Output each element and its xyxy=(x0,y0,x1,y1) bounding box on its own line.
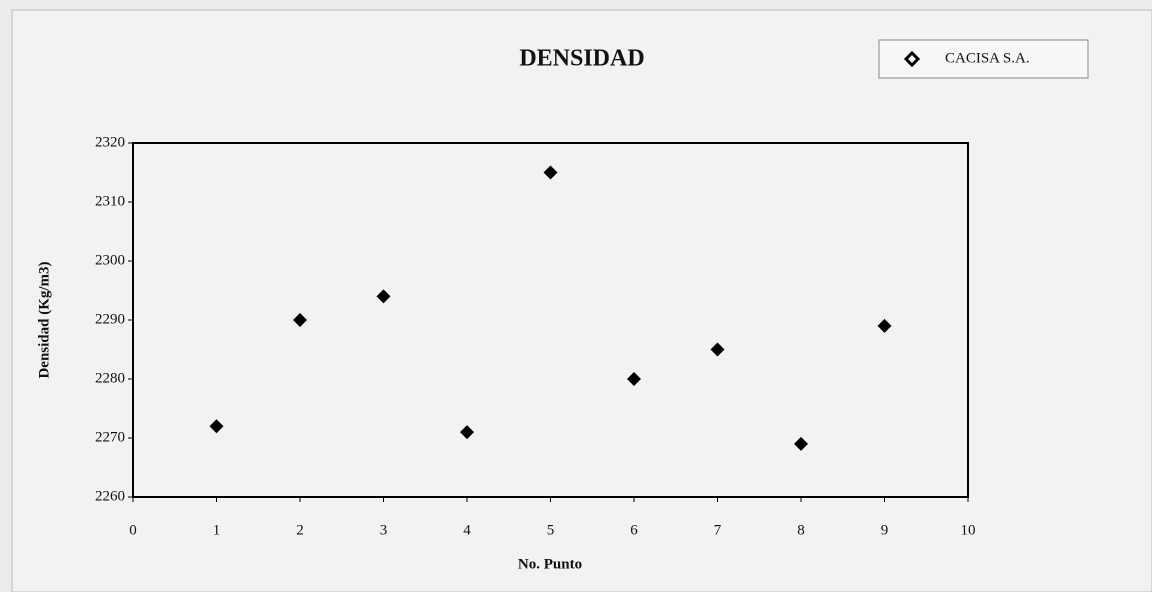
y-tick-label: 2320 xyxy=(95,134,125,150)
x-tick-label: 5 xyxy=(547,522,555,538)
point xyxy=(877,318,892,333)
x-tick-label: 4 xyxy=(463,522,471,538)
y-axis-title: Densidad (Kg/m3) xyxy=(36,261,52,378)
x-tick-label: 10 xyxy=(961,522,976,538)
x-tick-label: 0 xyxy=(129,522,137,538)
x-tick-label: 9 xyxy=(881,522,889,538)
x-tick-label: 7 xyxy=(714,522,722,538)
point xyxy=(460,425,474,440)
legend-label: CACISA S.A. xyxy=(945,50,1030,66)
x-tick-label: 8 xyxy=(797,522,805,538)
chart-frame xyxy=(11,9,1152,592)
x-axis-title: No. Punto xyxy=(518,556,582,572)
point xyxy=(543,165,558,180)
point xyxy=(376,289,391,304)
x-tick-label: 6 xyxy=(630,522,638,538)
y-tick-label: 2310 xyxy=(95,193,125,209)
chart-title: DENSIDAD xyxy=(519,46,644,72)
point xyxy=(710,342,725,357)
legend-marker xyxy=(903,50,921,68)
x-tick-label: 2 xyxy=(296,522,304,538)
point xyxy=(627,372,641,386)
point xyxy=(293,313,307,327)
point xyxy=(209,419,224,434)
point xyxy=(794,436,808,451)
y-tick-label: 2300 xyxy=(95,252,125,268)
y-tick-label: 2260 xyxy=(95,488,125,504)
y-tick-label: 2270 xyxy=(95,429,125,445)
y-tick-label: 2280 xyxy=(95,370,125,386)
x-tick-label: 3 xyxy=(380,522,388,538)
legend-box xyxy=(878,39,1089,79)
y-tick-label: 2290 xyxy=(95,311,125,327)
x-tick-label: 1 xyxy=(213,522,221,538)
